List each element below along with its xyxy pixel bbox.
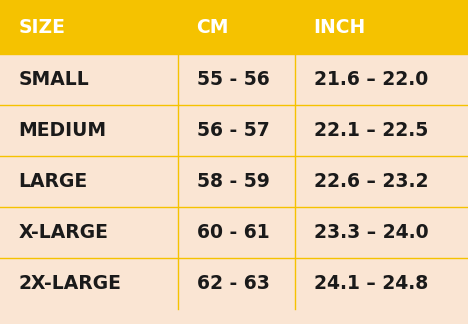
Bar xyxy=(0,258,468,309)
Text: 24.1 – 24.8: 24.1 – 24.8 xyxy=(314,274,428,293)
Text: 22.6 – 23.2: 22.6 – 23.2 xyxy=(314,172,428,191)
Text: SIZE: SIZE xyxy=(19,18,66,37)
Bar xyxy=(0,105,468,156)
Bar xyxy=(0,156,468,207)
Text: LARGE: LARGE xyxy=(19,172,88,191)
Bar xyxy=(0,54,468,105)
Text: 60 - 61: 60 - 61 xyxy=(197,223,269,242)
Bar xyxy=(0,0,468,54)
Text: INCH: INCH xyxy=(314,18,366,37)
Text: CM: CM xyxy=(197,18,229,37)
Text: MEDIUM: MEDIUM xyxy=(19,121,107,140)
Text: 55 - 56: 55 - 56 xyxy=(197,70,269,89)
Text: X-LARGE: X-LARGE xyxy=(19,223,109,242)
Text: 62 - 63: 62 - 63 xyxy=(197,274,270,293)
Text: 58 - 59: 58 - 59 xyxy=(197,172,270,191)
Bar xyxy=(0,207,468,258)
Text: SMALL: SMALL xyxy=(19,70,89,89)
Text: 2X-LARGE: 2X-LARGE xyxy=(19,274,122,293)
Text: 56 - 57: 56 - 57 xyxy=(197,121,269,140)
Text: 21.6 – 22.0: 21.6 – 22.0 xyxy=(314,70,428,89)
Text: 22.1 – 22.5: 22.1 – 22.5 xyxy=(314,121,428,140)
Text: 23.3 – 24.0: 23.3 – 24.0 xyxy=(314,223,428,242)
